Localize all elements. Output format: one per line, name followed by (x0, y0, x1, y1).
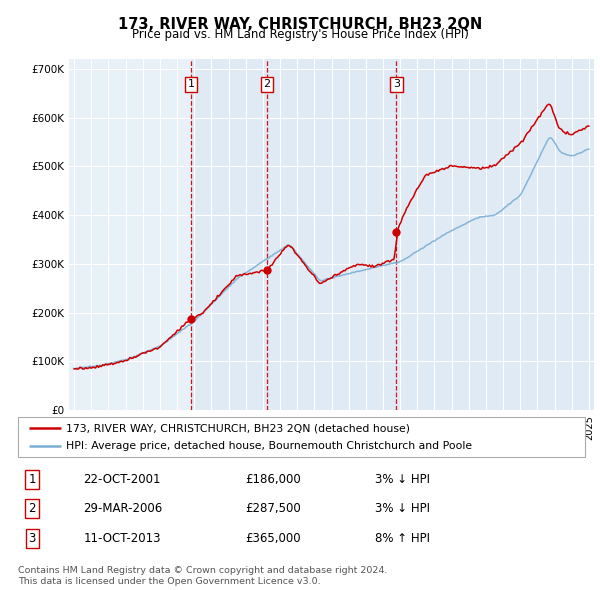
Text: £365,000: £365,000 (245, 532, 301, 545)
FancyBboxPatch shape (18, 417, 585, 457)
Bar (267, 59, 397, 410)
Text: 3: 3 (28, 532, 36, 545)
Text: 11-OCT-2013: 11-OCT-2013 (83, 532, 161, 545)
Text: This data is licensed under the Open Government Licence v3.0.: This data is licensed under the Open Gov… (18, 577, 320, 586)
Text: 3% ↓ HPI: 3% ↓ HPI (375, 473, 430, 486)
Text: 3: 3 (393, 79, 400, 89)
Text: 29-MAR-2006: 29-MAR-2006 (83, 502, 163, 516)
Point (392, 227, 401, 237)
Text: 2: 2 (263, 79, 271, 89)
Text: £287,500: £287,500 (245, 502, 301, 516)
Text: 1: 1 (187, 79, 194, 89)
Text: 173, RIVER WAY, CHRISTCHURCH, BH23 2QN: 173, RIVER WAY, CHRISTCHURCH, BH23 2QN (118, 17, 482, 31)
Text: 2: 2 (28, 502, 36, 516)
Text: 22-OCT-2001: 22-OCT-2001 (83, 473, 161, 486)
Point (186, 314, 196, 324)
Text: £186,000: £186,000 (245, 473, 301, 486)
Text: HPI: Average price, detached house, Bournemouth Christchurch and Poole: HPI: Average price, detached house, Bour… (66, 441, 472, 451)
Text: Contains HM Land Registry data © Crown copyright and database right 2024.: Contains HM Land Registry data © Crown c… (18, 566, 388, 575)
Text: 1: 1 (28, 473, 36, 486)
Point (262, 265, 272, 274)
Bar (191, 59, 267, 410)
Bar (397, 59, 594, 410)
Text: 173, RIVER WAY, CHRISTCHURCH, BH23 2QN (detached house): 173, RIVER WAY, CHRISTCHURCH, BH23 2QN (… (66, 424, 410, 434)
Text: 8% ↑ HPI: 8% ↑ HPI (375, 532, 430, 545)
Text: Price paid vs. HM Land Registry's House Price Index (HPI): Price paid vs. HM Land Registry's House … (131, 28, 469, 41)
Text: 3% ↓ HPI: 3% ↓ HPI (375, 502, 430, 516)
